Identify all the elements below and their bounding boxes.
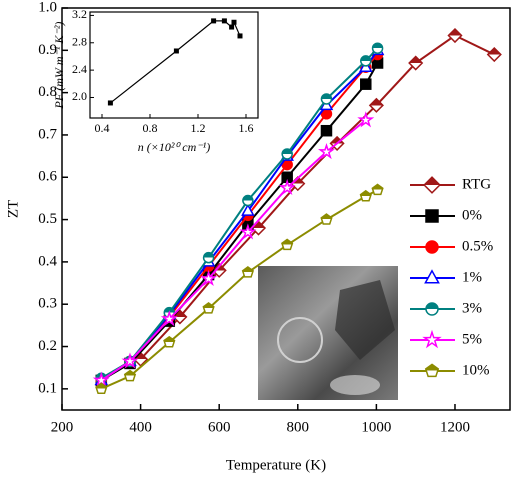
inset-y-tick-label: 2.4 bbox=[72, 62, 87, 76]
legend-marker bbox=[425, 302, 439, 316]
marker bbox=[123, 369, 137, 382]
x-axis-title: Temperature (K) bbox=[226, 457, 326, 473]
marker bbox=[408, 55, 424, 71]
marker bbox=[318, 142, 335, 160]
inset-x-tick-label: 0.4 bbox=[95, 121, 110, 135]
marker bbox=[202, 251, 215, 264]
inset-y-title: PF (mW m⁻¹ K⁻²) bbox=[52, 22, 66, 110]
marker bbox=[486, 46, 502, 63]
y-axis-title: ZT bbox=[5, 200, 21, 218]
marker bbox=[360, 55, 372, 67]
inset-y-tick-label: 3.2 bbox=[72, 7, 87, 21]
inset-point bbox=[221, 18, 227, 24]
marker bbox=[371, 42, 384, 54]
legend-label: 3% bbox=[462, 300, 482, 316]
legend-label: 0.5% bbox=[462, 238, 493, 254]
marker bbox=[163, 335, 176, 348]
legend-label: 1% bbox=[462, 269, 482, 285]
inset-point bbox=[237, 33, 243, 39]
legend-marker bbox=[423, 176, 441, 194]
main-plot: 0.1 0.2 0.3 0.4 0.5 0.6 0.7 0.8 0.9 1.0 200 400 600 8… bbox=[5, 0, 511, 473]
marker bbox=[320, 93, 333, 105]
x-tick-label: 600 bbox=[208, 419, 231, 435]
marker bbox=[241, 203, 255, 216]
inset-x-tick-label: 1.2 bbox=[191, 121, 206, 135]
y-tick-label: 0.3 bbox=[38, 296, 57, 312]
series-line bbox=[100, 119, 367, 382]
inset-y-tick-label: 2.8 bbox=[72, 35, 87, 49]
inset-frame bbox=[89, 11, 259, 119]
legend-marker bbox=[425, 209, 439, 223]
marker bbox=[211, 262, 227, 278]
legend-marker bbox=[424, 269, 440, 284]
inset-point bbox=[173, 48, 179, 54]
marker bbox=[368, 97, 384, 113]
inset-point bbox=[107, 100, 113, 106]
marker bbox=[239, 223, 257, 240]
marker bbox=[241, 266, 254, 278]
marker bbox=[359, 189, 372, 202]
y-tick-label: 0.7 bbox=[38, 126, 57, 142]
marker bbox=[371, 183, 384, 196]
legend-marker bbox=[424, 363, 440, 378]
legend-marker bbox=[425, 240, 439, 254]
marker bbox=[242, 194, 254, 207]
x-tick-label: 1200 bbox=[440, 419, 470, 435]
micrograph bbox=[258, 266, 398, 400]
legend-marker bbox=[422, 329, 442, 349]
x-tick-label: 400 bbox=[129, 419, 152, 435]
inset-plot: 2.0 2.4 2.8 3.2 0.4 0.8 1.2 1.6 n (×10²⁰ cm⁻¹) PF… bbox=[52, 7, 259, 154]
x-tick-label: 800 bbox=[287, 419, 310, 435]
marker bbox=[202, 302, 215, 314]
inset-x-tick-label: 0.8 bbox=[143, 121, 158, 135]
legend-label: 10% bbox=[462, 362, 490, 378]
marker bbox=[320, 124, 333, 137]
marker bbox=[95, 382, 108, 395]
y-tick-label: 0.2 bbox=[38, 338, 57, 354]
y-tick-label: 0.8 bbox=[38, 84, 57, 100]
inset-point bbox=[211, 18, 217, 24]
marker bbox=[281, 238, 294, 251]
inset-point bbox=[231, 19, 237, 25]
x-tick-label: 200 bbox=[51, 419, 74, 435]
legend-label: RTG bbox=[462, 176, 491, 192]
y-tick-label: 0.5 bbox=[38, 211, 57, 227]
inset-point bbox=[229, 24, 235, 30]
y-tick-label: 0.1 bbox=[38, 380, 57, 396]
x-tick-label: 1000 bbox=[361, 419, 391, 435]
plot-frame bbox=[61, 7, 511, 411]
marker bbox=[360, 78, 372, 90]
series-line bbox=[139, 34, 495, 360]
y-tick-label: 0.9 bbox=[38, 42, 57, 58]
inset-x-title: n (×10²⁰ cm⁻¹) bbox=[138, 140, 210, 154]
legend-label: 0% bbox=[462, 207, 482, 223]
marker bbox=[357, 111, 375, 128]
y-tick-label: 1.0 bbox=[38, 0, 57, 15]
y-tick-label: 0.6 bbox=[38, 169, 57, 185]
marker bbox=[281, 148, 293, 160]
marker bbox=[200, 269, 218, 287]
inset-y-tick-label: 2.0 bbox=[72, 89, 87, 103]
marker bbox=[121, 352, 139, 369]
y-tick-label: 0.4 bbox=[38, 253, 57, 269]
marker bbox=[320, 213, 333, 225]
marker bbox=[278, 178, 296, 196]
marker bbox=[447, 27, 463, 44]
inset-x-tick-label: 1.6 bbox=[239, 121, 254, 135]
legend-label: 5% bbox=[462, 331, 482, 347]
marker bbox=[160, 310, 178, 327]
